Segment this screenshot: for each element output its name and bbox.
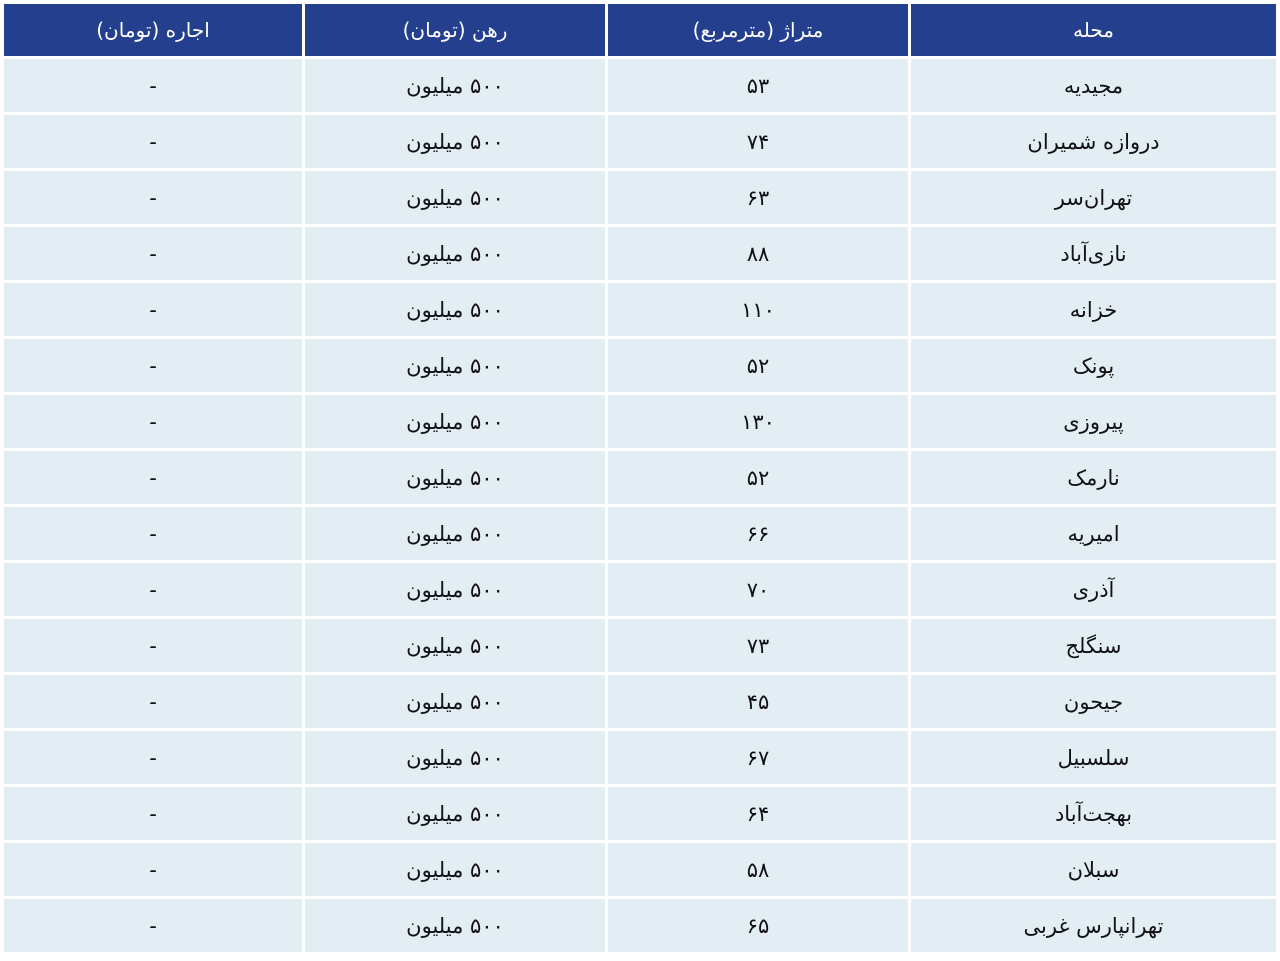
table-cell: ۵۰۰ میلیون: [305, 339, 605, 392]
table-cell: ۵۰۰ میلیون: [305, 59, 605, 112]
table-cell: ۸۸: [608, 227, 908, 280]
table-cell: -: [4, 339, 302, 392]
table-cell: ۱۳۰: [608, 395, 908, 448]
table-cell: ۶۳: [608, 171, 908, 224]
table-cell: ۶۴: [608, 787, 908, 840]
table-cell: -: [4, 171, 302, 224]
table-cell: ۵۰۰ میلیون: [305, 227, 605, 280]
table-cell: تهران‌سر: [911, 171, 1276, 224]
table-cell: ۵۰۰ میلیون: [305, 899, 605, 952]
table-cell: ۵۰۰ میلیون: [305, 115, 605, 168]
table-cell: ۵۰۰ میلیون: [305, 171, 605, 224]
table-cell: نازی‌آباد: [911, 227, 1276, 280]
table-cell: نارمک: [911, 451, 1276, 504]
table-cell: دروازه شمیران: [911, 115, 1276, 168]
header-cell: رهن (تومان): [305, 4, 605, 56]
table-cell: -: [4, 115, 302, 168]
table-cell: ۵۰۰ میلیون: [305, 787, 605, 840]
table-cell: -: [4, 619, 302, 672]
table-cell: ۱۱۰: [608, 283, 908, 336]
table-cell: ۶۶: [608, 507, 908, 560]
table-cell: ۵۳: [608, 59, 908, 112]
table-cell: ۵۰۰ میلیون: [305, 675, 605, 728]
table-cell: -: [4, 899, 302, 952]
table-cell: پونک: [911, 339, 1276, 392]
table-cell: -: [4, 507, 302, 560]
table-cell: مجیدیه: [911, 59, 1276, 112]
table-cell: -: [4, 787, 302, 840]
table-cell: سلسبیل: [911, 731, 1276, 784]
table-cell: سبلان: [911, 843, 1276, 896]
table-cell: ۴۵: [608, 675, 908, 728]
table-cell: امیریه: [911, 507, 1276, 560]
table-cell: -: [4, 731, 302, 784]
table-cell: ۵۰۰ میلیون: [305, 395, 605, 448]
table-cell: ۵۰۰ میلیون: [305, 731, 605, 784]
table-cell: -: [4, 59, 302, 112]
table-cell: ۵۰۰ میلیون: [305, 283, 605, 336]
table-cell: -: [4, 395, 302, 448]
table-cell: ۵۰۰ میلیون: [305, 507, 605, 560]
header-cell: اجاره (تومان): [4, 4, 302, 56]
table-cell: ۶۷: [608, 731, 908, 784]
table-cell: ۵۰۰ میلیون: [305, 451, 605, 504]
table-cell: -: [4, 283, 302, 336]
table-cell: ۵۰۰ میلیون: [305, 619, 605, 672]
table-cell: آذری: [911, 563, 1276, 616]
table-cell: جیحون: [911, 675, 1276, 728]
table-cell: -: [4, 451, 302, 504]
table-cell: ۵۰۰ میلیون: [305, 563, 605, 616]
table-cell: ۷۳: [608, 619, 908, 672]
table-cell: تهرانپارس غربی: [911, 899, 1276, 952]
table-cell: -: [4, 227, 302, 280]
table-cell: -: [4, 675, 302, 728]
table-cell: ۵۰۰ میلیون: [305, 843, 605, 896]
table-cell: پیروزی: [911, 395, 1276, 448]
table-cell: سنگلج: [911, 619, 1276, 672]
table-cell: ۵۸: [608, 843, 908, 896]
table-cell: -: [4, 563, 302, 616]
table-cell: ۷۴: [608, 115, 908, 168]
header-cell: محله: [911, 4, 1276, 56]
table-cell: -: [4, 843, 302, 896]
table-cell: ۵۲: [608, 339, 908, 392]
table-cell: ۶۵: [608, 899, 908, 952]
header-cell: متراژ (مترمربع): [608, 4, 908, 56]
table-cell: بهجت‌آباد: [911, 787, 1276, 840]
table-cell: ۷۰: [608, 563, 908, 616]
table-cell: خزانه: [911, 283, 1276, 336]
table-cell: ۵۲: [608, 451, 908, 504]
